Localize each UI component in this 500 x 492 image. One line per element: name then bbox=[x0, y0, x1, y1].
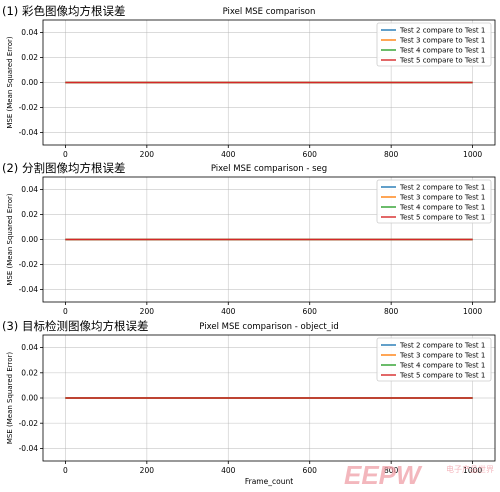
y-tick-label: -0.04 bbox=[19, 285, 39, 294]
y-tick-label: 0.04 bbox=[21, 28, 38, 37]
x-tick-label: 600 bbox=[303, 150, 318, 159]
x-tick-label: 800 bbox=[384, 466, 399, 475]
chart-title: Pixel MSE comparison - object_id bbox=[199, 322, 338, 332]
chart-panel-3: 0 200 400 600 800 1000 -0.04 -0.02 0.00 0.02 0.04 P… bbox=[2, 319, 496, 486]
legend-entry: Test 4 compare to Test 1 bbox=[399, 204, 485, 212]
legend: Test 2 compare to Test 1 Test 3 compare t… bbox=[376, 179, 492, 224]
legend-entry: Test 5 compare to Test 1 bbox=[399, 214, 485, 222]
legend-entry: Test 3 compare to Test 1 bbox=[399, 194, 485, 202]
x-tick-label: 0 bbox=[63, 466, 68, 475]
panel-heading: (2) 分割图像均方根误差 bbox=[2, 161, 125, 175]
x-tick-label: 0 bbox=[63, 307, 68, 316]
legend: Test 2 compare to Test 1 Test 3 compare t… bbox=[376, 337, 492, 382]
legend-entry: Test 2 compare to Test 1 bbox=[399, 342, 485, 350]
chart-title: Pixel MSE comparison bbox=[223, 7, 316, 17]
chart-panel-2: 0 200 400 600 800 1000 -0.04 -0.02 0.00 0.02 0.04 P… bbox=[2, 161, 496, 316]
y-tick-label: -0.04 bbox=[19, 128, 39, 137]
y-tick-label: -0.02 bbox=[19, 260, 39, 269]
x-tick-label: 400 bbox=[221, 466, 236, 475]
x-tick-label: 1000 bbox=[463, 466, 482, 475]
y-axis-label: MSE (Mean Squared Error) bbox=[6, 352, 14, 445]
x-tick-label: 800 bbox=[384, 150, 399, 159]
x-axis-label: Frame_count bbox=[245, 477, 293, 486]
legend-entry: Test 2 compare to Test 1 bbox=[399, 27, 485, 35]
y-tick-label: 0.02 bbox=[21, 210, 38, 219]
y-tick-label: 0.00 bbox=[21, 78, 38, 87]
eepw-watermark: EEPW 电子产品世界 bbox=[344, 462, 494, 488]
legend-entry: Test 4 compare to Test 1 bbox=[399, 47, 485, 55]
legend-entry: Test 2 compare to Test 1 bbox=[399, 184, 485, 192]
chart-panel-1: 0 200 400 600 800 1000 -0.04 -0.02 0.00 0.02 0.04 P… bbox=[2, 4, 496, 159]
y-tick-label: 0.02 bbox=[21, 368, 38, 377]
y-tick-label: -0.02 bbox=[19, 419, 39, 428]
legend-entry: Test 3 compare to Test 1 bbox=[399, 352, 485, 360]
chart-title: Pixel MSE comparison - seg bbox=[211, 164, 327, 174]
x-tick-label: 200 bbox=[140, 307, 155, 316]
x-tick-label: 1000 bbox=[463, 307, 482, 316]
y-tick-label: -0.02 bbox=[19, 103, 39, 112]
legend-entry: Test 4 compare to Test 1 bbox=[399, 362, 485, 370]
y-tick-label: 0.04 bbox=[21, 185, 38, 194]
x-tick-label: 200 bbox=[140, 466, 155, 475]
legend-box bbox=[376, 22, 492, 67]
x-tick-label: 600 bbox=[303, 466, 318, 475]
x-tick-label: 400 bbox=[221, 307, 236, 316]
legend-entry: Test 5 compare to Test 1 bbox=[399, 372, 485, 380]
y-tick-label: -0.04 bbox=[19, 444, 39, 453]
y-tick-label: 0.00 bbox=[21, 235, 38, 244]
x-tick-label: 1000 bbox=[463, 150, 482, 159]
legend-box bbox=[376, 179, 492, 224]
legend-entry: Test 3 compare to Test 1 bbox=[399, 37, 485, 45]
y-tick-label: 0.02 bbox=[21, 53, 38, 62]
watermark-tagline: 电子产品世界 bbox=[446, 464, 494, 474]
legend-entry: Test 5 compare to Test 1 bbox=[399, 57, 485, 65]
y-tick-label: 0.04 bbox=[21, 343, 38, 352]
watermark-logo: EEPW bbox=[344, 462, 423, 488]
panel-heading: (3) 目标检测图像均方根误差 bbox=[2, 319, 148, 333]
x-tick-label: 800 bbox=[384, 307, 399, 316]
panel-heading: (1) 彩色图像均方根误差 bbox=[2, 4, 125, 18]
x-tick-label: 400 bbox=[221, 150, 236, 159]
y-tick-label: 0.00 bbox=[21, 394, 38, 403]
x-tick-label: 600 bbox=[303, 307, 318, 316]
legend-box bbox=[376, 337, 492, 382]
legend: Test 2 compare to Test 1 Test 3 compare t… bbox=[376, 22, 492, 67]
x-tick-label: 200 bbox=[140, 150, 155, 159]
y-axis-label: MSE (Mean Squared Error) bbox=[6, 36, 14, 129]
x-tick-label: 0 bbox=[63, 150, 68, 159]
y-axis-label: MSE (Mean Squared Error) bbox=[6, 193, 14, 286]
